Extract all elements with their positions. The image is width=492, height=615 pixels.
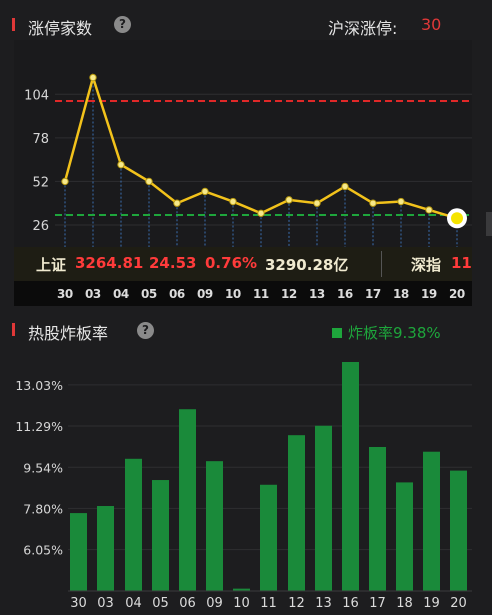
x-tick-label: 13 [315, 596, 332, 611]
legend-swatch [332, 328, 342, 338]
question-circle-icon[interactable]: ? [137, 322, 154, 339]
data-point [313, 199, 321, 207]
bar [125, 458, 142, 591]
ticker-divider [381, 251, 382, 277]
x-tick-label: 09 [206, 596, 223, 611]
data-point [173, 199, 181, 207]
data-point [145, 177, 153, 186]
y-tick-label: 7.80% [23, 501, 63, 516]
x-tick-label: 03 [97, 596, 114, 611]
x-tick-label: 16 [342, 596, 359, 611]
bar [152, 480, 169, 591]
y-tick-label: 104 [24, 88, 49, 103]
date-label: 12 [281, 287, 297, 301]
sh-index-change: 24.53 [149, 254, 197, 272]
bar [342, 362, 359, 591]
data-point [285, 196, 293, 204]
limit-up-total-value: 30 [421, 15, 442, 34]
x-tick-label: 12 [288, 596, 305, 611]
section-accent-bar [12, 18, 15, 31]
bar [70, 513, 87, 591]
sz-index-value: 11 [451, 254, 472, 272]
bar [315, 425, 332, 591]
sz-index-label: 深指 [411, 256, 442, 274]
y-tick-label: 13.03% [15, 378, 63, 393]
limit-up-line-chart: 104 78 52 26 [24, 73, 472, 247]
x-tick-label: 06 [179, 596, 196, 611]
x-tick-label: 20 [450, 596, 467, 611]
data-point [257, 209, 265, 217]
bar [260, 484, 277, 591]
bar [233, 588, 250, 591]
scrollbar-thumb[interactable] [486, 212, 492, 236]
date-label: 19 [421, 287, 437, 301]
bar [450, 470, 467, 591]
date-label: 30 [57, 287, 73, 301]
x-tick-label: 30 [70, 596, 87, 611]
data-point [117, 160, 125, 169]
date-label: 05 [141, 287, 157, 301]
bar [396, 482, 413, 591]
legend-label: 炸板率9.38% [348, 324, 441, 342]
date-label: 11 [253, 287, 269, 301]
bar [288, 435, 305, 591]
y-tick-label: 6.05% [23, 543, 63, 558]
data-point [397, 197, 405, 206]
break-rate-legend: 炸板率9.38% [332, 322, 441, 343]
date-label: 06 [169, 287, 185, 301]
limit-up-header: 涨停家数 ? [0, 12, 492, 38]
data-point [341, 182, 349, 191]
section-accent-bar [12, 323, 15, 336]
sh-index-percent: 0.76% [205, 254, 258, 272]
index-ticker: 上证 3264.81 24.53 0.76% 3290.28亿 深指 11 [14, 247, 472, 281]
data-point [229, 197, 237, 206]
limit-up-chart-area [14, 40, 472, 247]
break-rate-title: 热股炸板率 [28, 324, 109, 343]
data-point [369, 199, 377, 207]
y-tick-label: 9.54% [23, 460, 63, 475]
date-axis-strip: 30 03 04 05 06 09 10 11 12 13 16 17 18 19 20 [14, 281, 472, 306]
bar [369, 446, 386, 591]
date-label: 17 [365, 287, 381, 301]
x-tick-label: 18 [396, 596, 413, 611]
x-tick-label: 17 [369, 596, 386, 611]
data-point [89, 73, 97, 82]
y-tick-label: 78 [32, 132, 49, 147]
break-rate-header: 热股炸板率 ? [0, 317, 492, 343]
y-tick-label: 11.29% [15, 419, 63, 434]
date-label: 04 [113, 287, 129, 301]
sh-index-value: 3264.81 [75, 254, 144, 272]
bar [97, 506, 114, 591]
sh-index-label: 上证 [36, 256, 67, 274]
y-tick-label: 52 [32, 175, 49, 190]
limit-up-total-label: 沪深涨停: [328, 19, 398, 38]
bar [206, 461, 223, 591]
date-label: 18 [393, 287, 409, 301]
date-label: 20 [449, 287, 465, 301]
x-tick-label: 04 [125, 596, 142, 611]
date-label: 16 [337, 287, 353, 301]
x-tick-label: 19 [423, 596, 440, 611]
data-point [201, 187, 209, 196]
data-point [61, 177, 69, 186]
x-tick-label: 11 [260, 596, 277, 611]
date-label: 10 [225, 287, 241, 301]
current-point [451, 212, 463, 225]
bar [423, 451, 440, 591]
x-tick-label: 05 [152, 596, 169, 611]
date-label: 03 [85, 287, 101, 301]
data-point [425, 206, 433, 214]
date-label: 09 [197, 287, 213, 301]
bar [179, 409, 196, 591]
date-label: 13 [309, 287, 325, 301]
y-tick-label: 26 [32, 219, 49, 234]
limit-up-title: 涨停家数 [28, 19, 93, 38]
sh-turnover: 3290.28亿 [265, 256, 349, 274]
x-tick-label: 10 [233, 596, 250, 611]
question-circle-icon[interactable]: ? [114, 16, 131, 33]
